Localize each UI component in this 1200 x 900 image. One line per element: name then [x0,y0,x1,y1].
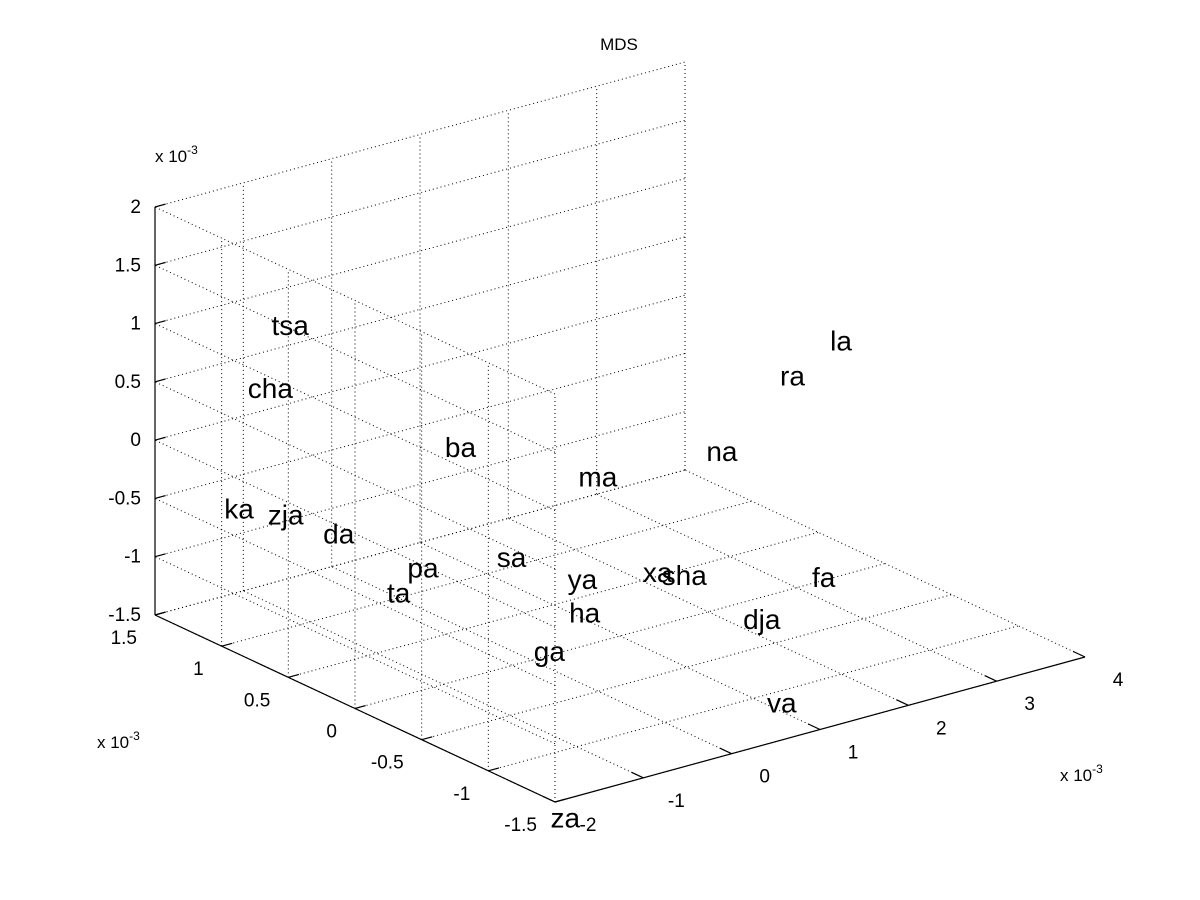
x-tick-mark [631,771,644,779]
grid-lines [154,61,1086,803]
y-tick-label: -1 [453,784,470,805]
point-label-va: va [767,687,797,718]
point-label-ra: ra [780,360,805,391]
point-label-tsa: tsa [271,310,309,341]
z-tick-mark [154,611,166,616]
z-tick-mark [154,378,166,383]
point-label-ga: ga [534,636,566,667]
point-label-pa: pa [407,552,439,583]
x-tick-mark [1072,650,1086,658]
grid-line-x-floor [508,517,909,706]
point-label-ma: ma [578,461,617,492]
z-tick-label: -1.5 [108,605,141,626]
grid-line-z-left-wall [154,264,556,453]
point-label-sa: sa [497,542,527,573]
grid-line-x-floor [243,590,644,779]
grid-line-z-left-wall [154,556,556,745]
axis-tick-labels: -2-101234-1.5-1-0.500.511.5-1.5-1-0.500.… [97,143,1124,836]
grid-line-x-floor [331,566,732,755]
point-label-ba: ba [445,432,477,463]
y-axis-exponent-label: x 10-3 [97,729,140,752]
grid-line-x-floor [419,542,821,730]
z-tick-label: -0.5 [108,488,141,509]
z-tick-label: 2 [130,197,141,218]
grid-line-z-left-wall [154,381,556,570]
y-tick-mark [221,642,233,647]
y-tick-label: -1.5 [504,815,537,836]
grid-line-x-floor [684,469,1086,658]
point-label-ka: ka [224,494,254,525]
x-tick-label: 0 [759,767,770,788]
x-tick-label: 2 [936,718,947,739]
point-label-cha: cha [248,373,294,404]
x-tick-label: -2 [580,815,597,836]
y-tick-mark [354,705,366,710]
z-tick-mark [154,553,166,558]
grid-line-z-left-wall [154,323,556,512]
point-label-na: na [706,436,738,467]
x-tick-mark [896,699,909,706]
z-axis-exponent-label: x 10-3 [155,143,198,166]
z-tick-label: 0.5 [115,372,141,393]
point-label-dja: dja [743,604,781,635]
z-tick-mark [154,261,166,266]
point-label-ya: ya [568,564,598,595]
z-tick-mark [154,494,166,500]
y-tick-mark [288,673,300,678]
x-tick-mark [807,723,821,731]
y-tick-label: 1.5 [111,628,137,649]
z-tick-mark [154,203,166,208]
grid-line-z-left-wall [154,206,556,395]
z-tick-label: -1 [124,547,141,568]
z-tick-label: 0 [130,430,141,451]
z-tick-mark [154,436,166,441]
point-label-ha: ha [569,597,601,628]
axis-lines [154,203,1086,803]
z-tick-mark [154,320,166,325]
x-tick-mark [542,795,556,803]
y-tick-label: 0 [326,722,337,743]
x-tick-label: -1 [668,791,685,812]
x-tick-mark [984,675,997,682]
y-tick-label: -0.5 [371,753,404,774]
x-tick-label: 3 [1024,694,1035,715]
point-label-da: da [323,518,355,549]
y-tick-label: 0.5 [244,690,270,711]
x-axis-exponent-label: x 10-3 [1060,762,1103,785]
chart-title: MDS [600,35,638,54]
point-label-la: la [830,326,852,357]
point-label-zja: zja [268,500,304,531]
point-label-xa: xa [643,557,673,588]
y-tick-mark [554,798,566,803]
y-tick-label: 1 [193,659,204,680]
x-tick-label: 4 [1113,670,1124,691]
x-tick-label: 1 [848,743,859,764]
grid-line-z-left-wall [154,439,556,628]
y-tick-mark [488,767,500,772]
grid-line-x-floor [596,493,997,682]
point-label-za: za [550,803,580,834]
z-tick-label: 1 [130,314,141,335]
point-label-sha: sha [662,560,708,591]
z-tick-label: 1.5 [115,255,141,276]
x-tick-mark [719,747,732,755]
point-label-fa: fa [812,562,836,593]
point-label-ta: ta [387,577,411,608]
y-tick-mark [421,736,433,741]
